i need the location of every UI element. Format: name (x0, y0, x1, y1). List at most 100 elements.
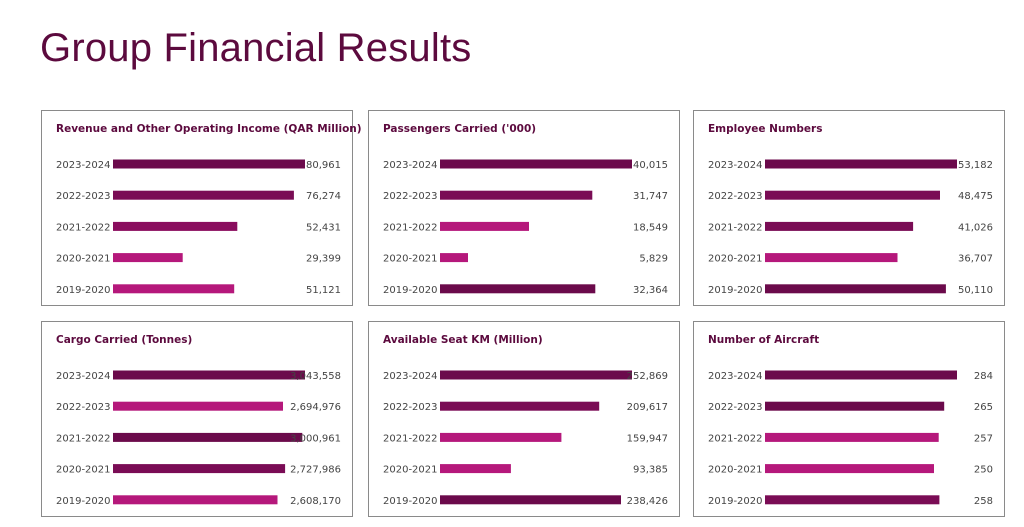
category-label: 2021-2022 (56, 433, 111, 444)
bar (440, 190, 593, 200)
category-label: 2019-2020 (56, 496, 111, 507)
category-label: 2021-2022 (708, 222, 763, 233)
category-label: 2022-2023 (708, 191, 763, 202)
bar (440, 401, 600, 411)
chart-title: Available Seat KM (Million) (383, 334, 543, 346)
bar (440, 464, 511, 474)
bar-chart: 2023-2024 3,043,558 2022-2023 2,694,976 2021… (56, 370, 341, 507)
category-label: 2023-2024 (56, 371, 111, 382)
category-label: 2022-2023 (708, 402, 763, 413)
category-label: 2023-2024 (56, 160, 111, 171)
category-label: 2022-2023 (383, 191, 438, 202)
value-label: 29,399 (306, 254, 341, 265)
value-label: 36,707 (958, 254, 993, 265)
value-label: 284 (974, 371, 993, 382)
value-label: 76,274 (306, 191, 341, 202)
bar (765, 432, 939, 442)
bar (113, 464, 286, 474)
category-label: 2023-2024 (383, 371, 438, 382)
bar-chart: 2023-2024 252,869 2022-2023 209,617 2021-202… (383, 370, 668, 507)
chart-panel-cargo: Cargo Carried (Tonnes) 2023-2024 3,043,55… (41, 321, 353, 517)
category-label: 2022-2023 (383, 402, 438, 413)
category-label: 2020-2021 (383, 465, 438, 476)
bar (440, 253, 468, 263)
category-label: 2023-2024 (383, 160, 438, 171)
bar (440, 221, 529, 231)
bar (440, 495, 621, 505)
bar (113, 401, 283, 411)
value-label: 159,947 (627, 433, 668, 444)
category-label: 2020-2021 (708, 465, 763, 476)
bar (113, 284, 235, 294)
bar (113, 253, 183, 263)
category-label: 2021-2022 (383, 433, 438, 444)
value-label: 40,015 (633, 160, 668, 171)
bar (440, 432, 562, 442)
category-label: 2021-2022 (708, 433, 763, 444)
value-label: 3,000,961 (290, 433, 341, 444)
bar (765, 401, 945, 411)
category-label: 2021-2022 (56, 222, 111, 233)
category-label: 2019-2020 (708, 285, 763, 296)
value-label: 257 (974, 433, 993, 444)
value-label: 51,121 (306, 285, 341, 296)
category-label: 2019-2020 (56, 285, 111, 296)
bar-chart: 2023-2024 40,015 2022-2023 31,747 2021-2022 1… (383, 159, 668, 296)
bar (113, 370, 305, 380)
value-label: 80,961 (306, 160, 341, 171)
bar (113, 221, 238, 231)
value-label: 2,608,170 (290, 496, 341, 507)
category-label: 2023-2024 (708, 160, 763, 171)
category-label: 2019-2020 (383, 496, 438, 507)
chart-title: Employee Numbers (708, 123, 823, 135)
bar (765, 159, 957, 169)
category-label: 2020-2021 (383, 254, 438, 265)
value-label: 252,869 (627, 371, 668, 382)
category-label: 2022-2023 (56, 402, 111, 413)
value-label: 93,385 (633, 465, 668, 476)
chart-panel-employees: Employee Numbers 2023-2024 53,182 2022-202… (693, 110, 1005, 306)
chart-title: Passengers Carried ('000) (383, 123, 537, 135)
category-label: 2019-2020 (708, 496, 763, 507)
bar (765, 190, 940, 200)
bar (765, 253, 898, 263)
value-label: 2,727,986 (290, 465, 341, 476)
bar (113, 190, 294, 200)
bar-chart: 2023-2024 284 2022-2023 265 2021-2022 257 2020… (708, 370, 993, 507)
value-label: 3,043,558 (290, 371, 341, 382)
value-label: 18,549 (633, 222, 668, 233)
category-label: 2019-2020 (383, 285, 438, 296)
bar (440, 159, 632, 169)
chart-panel-aircraft: Number of Aircraft 2023-2024 284 2022-2023… (693, 321, 1005, 517)
chart-panel-revenue: Revenue and Other Operating Income (QAR … (41, 110, 362, 306)
chart-panel-passengers: Passengers Carried ('000) 2023-2024 40,01… (368, 110, 680, 306)
value-label: 41,026 (958, 222, 993, 233)
bar (440, 370, 632, 380)
chart-title: Number of Aircraft (708, 334, 820, 346)
value-label: 32,364 (633, 285, 668, 296)
bar-chart: 2023-2024 53,182 2022-2023 48,475 2021-2022 4… (708, 159, 993, 296)
chart-title: Cargo Carried (Tonnes) (56, 334, 193, 346)
category-label: 2020-2021 (56, 465, 111, 476)
bar (765, 284, 946, 294)
bar (765, 370, 957, 380)
chart-title: Revenue and Other Operating Income (QAR … (56, 123, 362, 135)
page-title: Group Financial Results (40, 26, 472, 70)
value-label: 265 (974, 402, 993, 413)
chart-panel-seat-km: Available Seat KM (Million) 2023-2024 252… (368, 321, 680, 517)
value-label: 50,110 (958, 285, 993, 296)
value-label: 250 (974, 465, 993, 476)
value-label: 48,475 (958, 191, 993, 202)
value-label: 31,747 (633, 191, 668, 202)
bar (765, 495, 940, 505)
bar-chart: 2023-2024 80,961 2022-2023 76,274 2021-2022 5… (56, 159, 341, 296)
bar (765, 221, 914, 231)
category-label: 2020-2021 (708, 254, 763, 265)
bar (113, 432, 303, 442)
category-label: 2023-2024 (708, 371, 763, 382)
category-label: 2021-2022 (383, 222, 438, 233)
value-label: 238,426 (627, 496, 668, 507)
category-label: 2022-2023 (56, 191, 111, 202)
bar (440, 284, 596, 294)
value-label: 52,431 (306, 222, 341, 233)
